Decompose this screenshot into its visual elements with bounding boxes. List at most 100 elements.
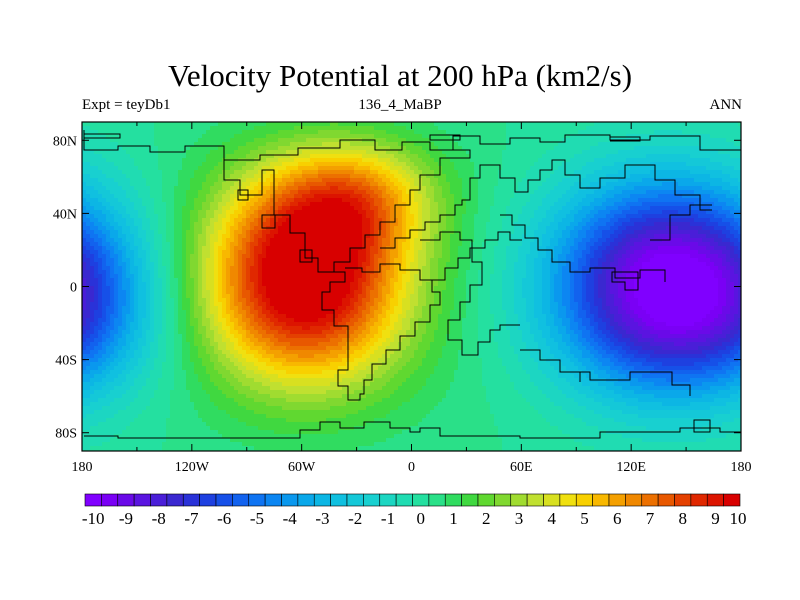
field-cell (606, 146, 611, 151)
field-cell (202, 226, 207, 231)
field-cell (118, 126, 123, 131)
field-cell (154, 170, 159, 175)
field-cell (602, 226, 607, 231)
field-cell (562, 142, 567, 147)
field-cell (466, 190, 471, 195)
field-cell (166, 134, 171, 139)
field-cell (226, 162, 231, 167)
field-cell (570, 138, 575, 143)
field-cell (730, 162, 735, 167)
field-cell (442, 206, 447, 211)
field-cell (538, 198, 543, 203)
field-cell (578, 146, 583, 151)
field-cell (342, 154, 347, 159)
field-cell (494, 162, 499, 167)
field-cell (462, 182, 467, 187)
field-cell (150, 170, 155, 175)
field-cell (226, 150, 231, 155)
field-cell (682, 226, 687, 231)
field-cell (650, 150, 655, 155)
field-cell (318, 154, 323, 159)
field-cell (554, 230, 559, 235)
field-cell (122, 194, 127, 199)
field-cell (302, 166, 307, 171)
field-cell (466, 162, 471, 167)
field-cell (430, 218, 435, 223)
field-cell (382, 218, 387, 223)
field-cell (346, 146, 351, 151)
field-cell (614, 210, 619, 215)
field-cell (202, 130, 207, 135)
field-cell (726, 230, 731, 235)
field-cell (234, 138, 239, 143)
field-cell (302, 142, 307, 147)
field-cell (538, 230, 543, 235)
field-cell (110, 206, 115, 211)
field-cell (502, 158, 507, 163)
field-cell (126, 150, 131, 155)
field-cell (274, 238, 279, 243)
field-cell (386, 178, 391, 183)
field-cell (426, 234, 431, 239)
field-cell (306, 198, 311, 203)
field-cell (138, 134, 143, 139)
field-cell (134, 206, 139, 211)
field-cell (530, 162, 535, 167)
field-cell (378, 186, 383, 191)
field-cell (626, 178, 631, 183)
field-cell (126, 198, 131, 203)
field-cell (286, 134, 291, 139)
field-cell (478, 126, 483, 131)
field-cell (374, 170, 379, 175)
field-cell (494, 138, 499, 143)
field-cell (726, 210, 731, 215)
field-cell (126, 214, 131, 219)
field-cell (618, 178, 623, 183)
field-cell (678, 174, 683, 179)
field-cell (534, 122, 539, 127)
field-cell (298, 198, 303, 203)
field-cell (126, 218, 131, 223)
field-cell (90, 214, 95, 219)
field-cell (638, 122, 643, 127)
field-cell (522, 182, 527, 187)
field-cell (366, 238, 371, 243)
field-cell (582, 162, 587, 167)
field-cell (374, 226, 379, 231)
field-cell (378, 138, 383, 143)
field-cell (214, 138, 219, 143)
field-cell (690, 122, 695, 127)
field-cell (314, 198, 319, 203)
field-cell (118, 130, 123, 135)
field-cell (342, 162, 347, 167)
field-cell (678, 214, 683, 219)
field-cell (550, 206, 555, 211)
field-cell (250, 190, 255, 195)
field-cell (398, 218, 403, 223)
field-cell (650, 214, 655, 219)
field-cell (706, 170, 711, 175)
field-cell (690, 130, 695, 135)
field-cell (622, 126, 627, 131)
field-cell (558, 174, 563, 179)
field-cell (378, 146, 383, 151)
field-cell (190, 146, 195, 151)
field-cell (734, 198, 739, 203)
field-cell (734, 126, 739, 131)
field-cell (122, 190, 127, 195)
field-cell (382, 122, 387, 127)
field-cell (642, 146, 647, 151)
field-cell (618, 194, 623, 199)
field-cell (714, 138, 719, 143)
field-cell (590, 218, 595, 223)
field-cell (98, 206, 103, 211)
field-cell (430, 186, 435, 191)
field-cell (590, 238, 595, 243)
field-cell (498, 210, 503, 215)
field-cell (390, 138, 395, 143)
field-cell (98, 238, 103, 243)
field-cell (494, 226, 499, 231)
field-cell (514, 170, 519, 175)
field-cell (246, 210, 251, 215)
field-cell (394, 150, 399, 155)
